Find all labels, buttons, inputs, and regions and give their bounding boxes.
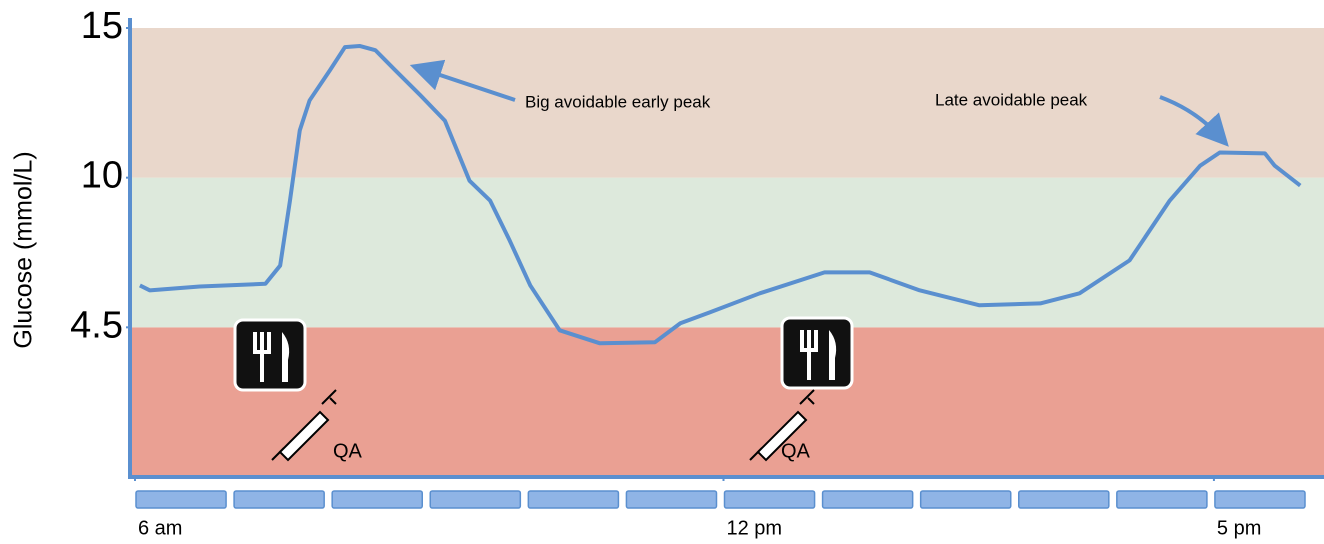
y-tick-label: 4.5 xyxy=(70,304,123,346)
annotation-arrow xyxy=(409,59,516,102)
x-tick-label: 12 pm xyxy=(727,517,783,539)
syringe-icon xyxy=(749,389,815,462)
hour-block xyxy=(135,490,227,509)
dose-label: QA xyxy=(333,440,363,462)
dose-label: QA xyxy=(781,440,811,462)
y-axis-label: Glucose (mmol/L) xyxy=(10,151,38,348)
annotation-arrow xyxy=(1159,95,1229,147)
syringe-icon xyxy=(271,389,337,462)
x-tick-label: 5 pm xyxy=(1217,517,1261,539)
y-tick-label: 15 xyxy=(81,5,123,47)
hour-block xyxy=(429,490,522,509)
range-band xyxy=(130,28,1324,178)
hour-block xyxy=(821,490,914,509)
hour-block xyxy=(1018,490,1110,509)
hour-block xyxy=(723,490,816,509)
annotation: Late avoidable peak xyxy=(935,90,1088,109)
hour-block xyxy=(919,490,1012,509)
hour-block xyxy=(527,490,620,509)
hour-block xyxy=(331,490,423,509)
hour-block xyxy=(625,490,718,509)
annotation: Big avoidable early peak xyxy=(525,92,711,111)
range-band xyxy=(130,327,1324,477)
y-tick-label: 10 xyxy=(81,155,123,197)
hour-block xyxy=(233,490,325,509)
hour-block xyxy=(1116,490,1208,509)
x-tick-label: 6 am xyxy=(138,517,182,539)
meal-icon xyxy=(233,318,307,392)
range-band xyxy=(130,177,1324,328)
marks xyxy=(139,43,1302,346)
meal-icon xyxy=(780,316,854,390)
bands xyxy=(130,28,1324,477)
hour-block xyxy=(1214,490,1306,509)
glucose-line xyxy=(139,43,1302,346)
